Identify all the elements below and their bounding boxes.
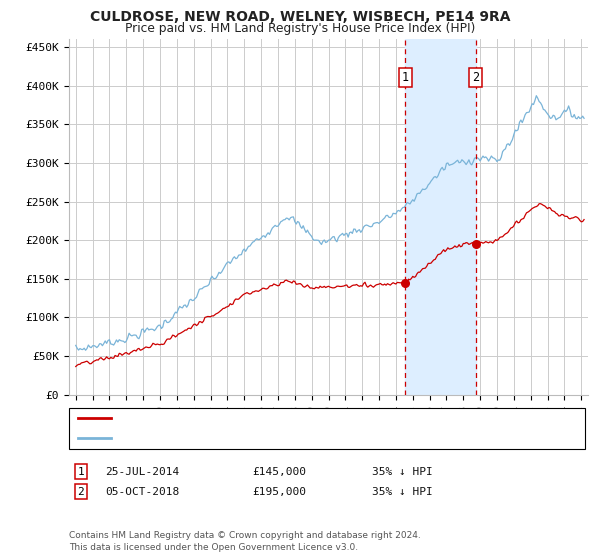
Text: 35% ↓ HPI: 35% ↓ HPI (372, 487, 433, 497)
Text: HPI: Average price, detached house, King's Lynn and West Norfolk: HPI: Average price, detached house, King… (117, 433, 533, 444)
Text: 1: 1 (77, 466, 85, 477)
Text: Contains HM Land Registry data © Crown copyright and database right 2024.
This d: Contains HM Land Registry data © Crown c… (69, 531, 421, 552)
Text: Price paid vs. HM Land Registry's House Price Index (HPI): Price paid vs. HM Land Registry's House … (125, 22, 475, 35)
Text: 05-OCT-2018: 05-OCT-2018 (105, 487, 179, 497)
Text: 2: 2 (77, 487, 85, 497)
Text: 2: 2 (472, 71, 479, 85)
Text: £145,000: £145,000 (252, 466, 306, 477)
Bar (406, 39, 476, 395)
Text: 35% ↓ HPI: 35% ↓ HPI (372, 466, 433, 477)
Text: 25-JUL-2014: 25-JUL-2014 (105, 466, 179, 477)
Text: 1: 1 (402, 71, 409, 85)
Text: CULDROSE, NEW ROAD, WELNEY, WISBECH, PE14 9RA: CULDROSE, NEW ROAD, WELNEY, WISBECH, PE1… (90, 10, 510, 24)
Text: £195,000: £195,000 (252, 487, 306, 497)
Text: CULDROSE, NEW ROAD, WELNEY, WISBECH, PE14 9RA (detached house): CULDROSE, NEW ROAD, WELNEY, WISBECH, PE1… (117, 413, 520, 423)
